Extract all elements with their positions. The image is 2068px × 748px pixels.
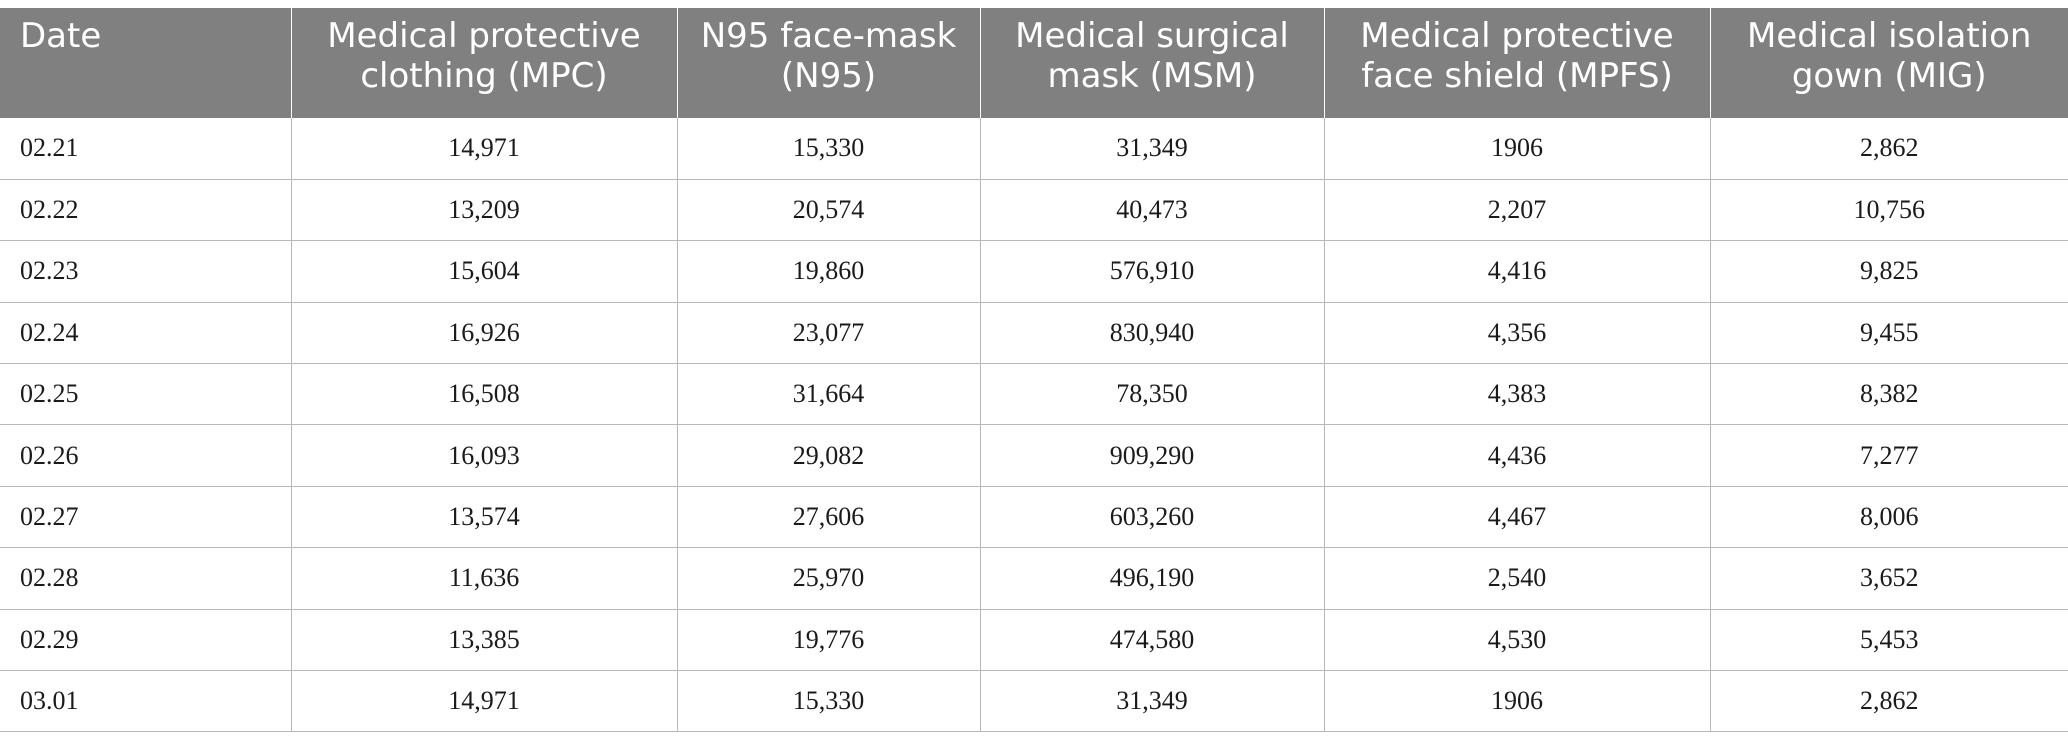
mpfs-cell: 1906 (1323, 670, 1710, 733)
date-cell: 02.28 (0, 547, 291, 610)
mpc-cell: 16,508 (290, 363, 677, 426)
date-cell: 02.22 (0, 179, 291, 242)
n95-cell: 15,330 (676, 118, 980, 180)
mig-cell: 8,006 (1709, 486, 2068, 549)
table-row: 02.24 16,926 23,077 830,940 4,356 9,455 (0, 302, 2068, 365)
mig-header: Medical isolation gown (MIG) (1709, 8, 2068, 118)
mpc-cell: 13,574 (290, 486, 677, 549)
msm-cell: 40,473 (979, 179, 1324, 242)
n95-cell: 19,776 (676, 609, 980, 672)
table-header: Date Medical protective clothing (MPC) N95… (0, 8, 2068, 118)
mpc-cell: 13,385 (290, 609, 677, 672)
ppe-supply-table: Date Medical protective clothing (MPC) N95… (0, 8, 2068, 733)
mpc-cell: 15,604 (290, 240, 677, 303)
table-row: 02.28 11,636 25,970 496,190 2,540 3,652 (0, 547, 2068, 610)
date-cell: 02.24 (0, 302, 291, 365)
mig-cell: 2,862 (1709, 670, 2068, 733)
mpfs-cell: 2,540 (1323, 547, 1710, 610)
msm-cell: 603,260 (979, 486, 1324, 549)
mpc-cell: 11,636 (290, 547, 677, 610)
n95-cell: 23,077 (676, 302, 980, 365)
table-body: 02.21 14,971 15,330 31,349 1906 2,862 02.22 13,… (0, 118, 2068, 733)
table-row: 02.23 15,604 19,860 576,910 4,416 9,825 (0, 240, 2068, 303)
mig-cell: 7,277 (1709, 424, 2068, 487)
mig-cell: 2,862 (1709, 118, 2068, 180)
table-row: 02.22 13,209 20,574 40,473 2,207 10,756 (0, 179, 2068, 242)
n95-cell: 20,574 (676, 179, 980, 242)
mpfs-cell: 1906 (1323, 118, 1710, 180)
mpfs-cell: 4,356 (1323, 302, 1710, 365)
n95-cell: 25,970 (676, 547, 980, 610)
date-cell: 03.01 (0, 670, 291, 733)
n95-cell: 15,330 (676, 670, 980, 733)
mpfs-cell: 4,416 (1323, 240, 1710, 303)
mpfs-header: Medical protective face shield (MPFS) (1323, 8, 1710, 118)
table-row: 02.26 16,093 29,082 909,290 4,436 7,277 (0, 424, 2068, 487)
msm-cell: 78,350 (979, 363, 1324, 426)
msm-cell: 830,940 (979, 302, 1324, 365)
mig-cell: 9,825 (1709, 240, 2068, 303)
mpc-cell: 16,926 (290, 302, 677, 365)
mpc-cell: 14,971 (290, 118, 677, 180)
mpc-cell: 13,209 (290, 179, 677, 242)
mpfs-cell: 4,467 (1323, 486, 1710, 549)
table-row: 02.27 13,574 27,606 603,260 4,467 8,006 (0, 486, 2068, 549)
mig-cell: 5,453 (1709, 609, 2068, 672)
mpc-cell: 14,971 (290, 670, 677, 733)
mpc-header: Medical protective clothing (MPC) (290, 8, 677, 118)
mig-cell: 3,652 (1709, 547, 2068, 610)
table-row: 03.01 14,971 15,330 31,349 1906 2,862 (0, 670, 2068, 733)
msm-header: Medical surgical mask (MSM) (979, 8, 1324, 118)
table-row: 02.21 14,971 15,330 31,349 1906 2,862 (0, 118, 2068, 180)
msm-cell: 474,580 (979, 609, 1324, 672)
date-cell: 02.21 (0, 118, 291, 180)
msm-cell: 31,349 (979, 670, 1324, 733)
msm-cell: 31,349 (979, 118, 1324, 180)
date-cell: 02.23 (0, 240, 291, 303)
n95-header: N95 face-mask (N95) (676, 8, 980, 118)
n95-cell: 19,860 (676, 240, 980, 303)
n95-cell: 29,082 (676, 424, 980, 487)
mig-cell: 10,756 (1709, 179, 2068, 242)
msm-cell: 496,190 (979, 547, 1324, 610)
n95-cell: 31,664 (676, 363, 980, 426)
table-row: 02.25 16,508 31,664 78,350 4,383 8,382 (0, 363, 2068, 426)
mpfs-cell: 2,207 (1323, 179, 1710, 242)
mpfs-cell: 4,383 (1323, 363, 1710, 426)
date-header: Date (0, 8, 291, 118)
data-table-container: Date Medical protective clothing (MPC) N95… (0, 8, 2068, 733)
mig-cell: 9,455 (1709, 302, 2068, 365)
mpc-cell: 16,093 (290, 424, 677, 487)
table-row: 02.29 13,385 19,776 474,580 4,530 5,453 (0, 609, 2068, 672)
msm-cell: 909,290 (979, 424, 1324, 487)
date-cell: 02.27 (0, 486, 291, 549)
header-row: Date Medical protective clothing (MPC) N95… (0, 8, 2068, 118)
mig-cell: 8,382 (1709, 363, 2068, 426)
n95-cell: 27,606 (676, 486, 980, 549)
date-cell: 02.26 (0, 424, 291, 487)
date-cell: 02.29 (0, 609, 291, 672)
mpfs-cell: 4,530 (1323, 609, 1710, 672)
mpfs-cell: 4,436 (1323, 424, 1710, 487)
date-cell: 02.25 (0, 363, 291, 426)
msm-cell: 576,910 (979, 240, 1324, 303)
